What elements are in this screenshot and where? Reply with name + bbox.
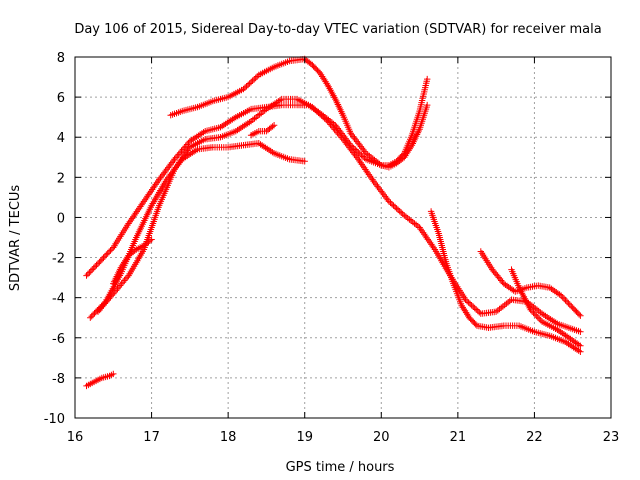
plot-frame bbox=[74, 56, 612, 419]
series-markers bbox=[427, 208, 584, 355]
x-tick-label: 16 bbox=[67, 430, 84, 445]
y-tick-label: -8 bbox=[52, 372, 65, 387]
y-tick-label: 2 bbox=[57, 171, 65, 186]
series-markers bbox=[508, 266, 584, 349]
y-tick-label: -6 bbox=[52, 332, 65, 347]
x-tick-label: 17 bbox=[143, 430, 160, 445]
series-markers bbox=[87, 140, 308, 321]
y-tick-label: 8 bbox=[57, 51, 65, 66]
y-axis-label: SDTVAR / TECUs bbox=[8, 185, 23, 292]
series-arc-mid bbox=[94, 95, 584, 335]
y-tick-label: -4 bbox=[52, 292, 65, 307]
series-markers bbox=[247, 122, 278, 139]
grid-lines bbox=[75, 57, 611, 418]
y-tick-label: 0 bbox=[57, 211, 65, 226]
series-markers bbox=[167, 55, 431, 171]
series-arc-lower bbox=[87, 140, 308, 321]
y-tick-label: 6 bbox=[57, 91, 65, 106]
x-tick-label: 18 bbox=[220, 430, 237, 445]
series-markers bbox=[110, 236, 155, 287]
x-axis-label: GPS time / hours bbox=[286, 460, 395, 475]
y-tick-label: 4 bbox=[57, 131, 65, 146]
y-tick-label: -10 bbox=[44, 412, 65, 427]
x-tick-label: 21 bbox=[450, 430, 467, 445]
series-arc-bottom-left bbox=[83, 370, 117, 390]
tick-marks bbox=[74, 56, 612, 419]
x-tick-label: 23 bbox=[603, 430, 620, 445]
series-arc-blip bbox=[247, 122, 278, 139]
x-tick-label: 22 bbox=[526, 430, 543, 445]
series-markers bbox=[94, 95, 584, 335]
x-tick-label: 20 bbox=[373, 430, 390, 445]
series-arc-tail-a bbox=[427, 208, 584, 355]
series-arc-short-low bbox=[110, 236, 155, 287]
series-markers bbox=[83, 370, 117, 390]
y-tick-label: -2 bbox=[52, 252, 65, 267]
series-arc-top bbox=[167, 55, 431, 171]
x-tick-label: 19 bbox=[296, 430, 313, 445]
tick-labels: 16 17 18 19 20 21 22 23 -10 -8 -6 -4 -2 0 2 4 6 8 bbox=[44, 51, 620, 445]
data-points bbox=[83, 55, 584, 390]
chart-title: Day 106 of 2015, Sidereal Day-to-day VTE… bbox=[74, 22, 601, 37]
series-arc-tail-c bbox=[508, 266, 584, 349]
